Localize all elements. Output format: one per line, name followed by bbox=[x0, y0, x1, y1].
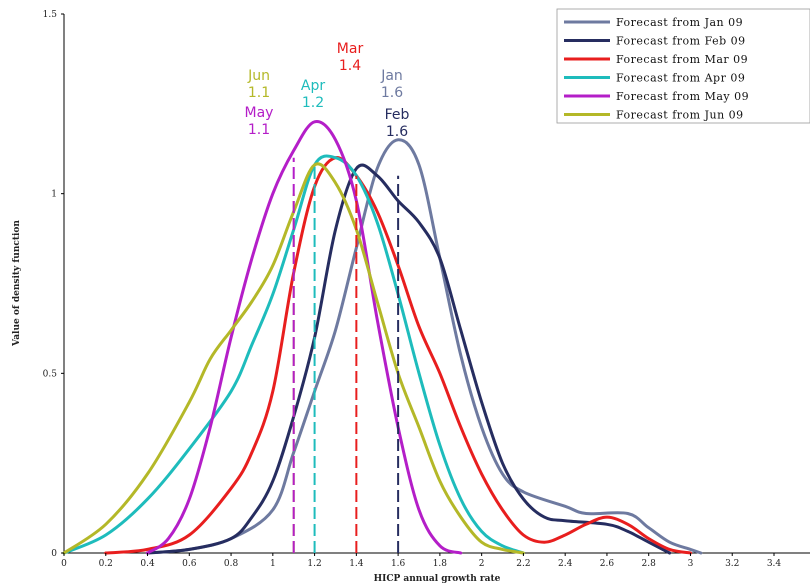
annotation-layer: Jun 1.1 May 1.1 Apr 1.2 Mar 1.4 Jan 1.6 … bbox=[245, 41, 410, 140]
annotation-may-value: 1.1 bbox=[248, 122, 270, 138]
x-tick-label: 0.6 bbox=[182, 559, 197, 569]
x-tick-label: 0 bbox=[61, 559, 67, 569]
legend-label-forecast-from-jan-09: Forecast from Jan 09 bbox=[616, 16, 743, 29]
x-tick-label: 0.2 bbox=[99, 559, 113, 569]
legend-label-forecast-from-feb-09: Forecast from Feb 09 bbox=[616, 35, 746, 48]
annotation-apr: Apr 1.2 bbox=[301, 78, 325, 111]
annotation-jan-value: 1.6 bbox=[381, 85, 403, 101]
x-tick-label: 1.8 bbox=[433, 559, 448, 569]
series-line-forecast-from-feb-09 bbox=[146, 163, 672, 555]
annotation-feb: Feb 1.6 bbox=[385, 107, 410, 140]
annotation-mar-value: 1.4 bbox=[339, 58, 361, 74]
legend-box bbox=[556, 8, 810, 124]
y-tick-label: 0.5 bbox=[43, 369, 58, 379]
annotation-jan-label: Jan bbox=[380, 68, 403, 84]
annotation-jun-label: Jun bbox=[247, 68, 270, 84]
x-tick-label: 2 bbox=[479, 559, 485, 569]
legend-label-forecast-from-apr-09: Forecast from Apr 09 bbox=[616, 72, 745, 85]
legend-label-forecast-from-jun-09: Forecast from Jun 09 bbox=[616, 109, 744, 122]
annotation-jun-value: 1.1 bbox=[248, 85, 270, 101]
x-tick-label: 1.2 bbox=[307, 559, 321, 569]
legend-label-forecast-from-may-09: Forecast from May 09 bbox=[616, 90, 749, 103]
y-tick-label: 1.5 bbox=[43, 10, 58, 20]
annotation-feb-label: Feb bbox=[385, 107, 410, 123]
x-tick-label: 2.6 bbox=[600, 559, 615, 569]
x-tick-label: 3.2 bbox=[725, 559, 739, 569]
legend-label-forecast-from-mar-09: Forecast from Mar 09 bbox=[616, 53, 748, 66]
x-tick-label: 0.4 bbox=[140, 559, 155, 569]
annotation-may: May 1.1 bbox=[245, 105, 274, 138]
y-tick-label: 1 bbox=[51, 190, 57, 200]
x-tick-label: 3.4 bbox=[767, 559, 782, 569]
x-tick-label: 2.8 bbox=[642, 559, 657, 569]
x-tick-layer: 0 0.2 0.4 0.6 0.8 1 1.2 1.4 1.6 1.8 2 2.2 2.4 2.6 2.8 3… bbox=[61, 553, 781, 569]
x-tick-label: 1.4 bbox=[349, 559, 364, 569]
annotation-feb-value: 1.6 bbox=[386, 124, 408, 140]
marker-layer bbox=[292, 157, 400, 553]
y-tick-layer: 0 0.5 1 1.5 bbox=[43, 10, 64, 559]
series-line-forecast-from-jun-09 bbox=[62, 162, 525, 555]
legend: Forecast from Jan 09 Forecast from Feb 09… bbox=[556, 8, 810, 124]
x-axis-title: HICP annual growth rate bbox=[374, 574, 501, 584]
annotation-mar-label: Mar bbox=[337, 41, 364, 57]
x-tick-label: 3 bbox=[688, 559, 694, 569]
x-tick-label: 2.2 bbox=[516, 559, 530, 569]
series-line-forecast-from-jan-09 bbox=[146, 138, 703, 555]
x-tick-label: 1.6 bbox=[391, 559, 406, 569]
annotation-may-label: May bbox=[245, 105, 274, 121]
annotation-apr-value: 1.2 bbox=[302, 95, 324, 111]
annotation-mar: Mar 1.4 bbox=[337, 41, 364, 74]
y-axis-title: Value of density function bbox=[12, 220, 22, 347]
series-layer bbox=[62, 120, 703, 555]
y-tick-label: 0 bbox=[51, 549, 57, 559]
x-tick-label: 2.4 bbox=[558, 559, 573, 569]
annotation-apr-label: Apr bbox=[301, 78, 325, 94]
annotation-jun: Jun 1.1 bbox=[247, 68, 270, 101]
series-line-forecast-from-mar-09 bbox=[104, 156, 692, 555]
x-tick-label: 0.8 bbox=[224, 559, 239, 569]
series-line-forecast-from-may-09 bbox=[146, 120, 463, 555]
annotation-jan: Jan 1.6 bbox=[380, 68, 403, 101]
series-line-forecast-from-apr-09 bbox=[62, 154, 525, 555]
x-tick-label: 1 bbox=[270, 559, 276, 569]
